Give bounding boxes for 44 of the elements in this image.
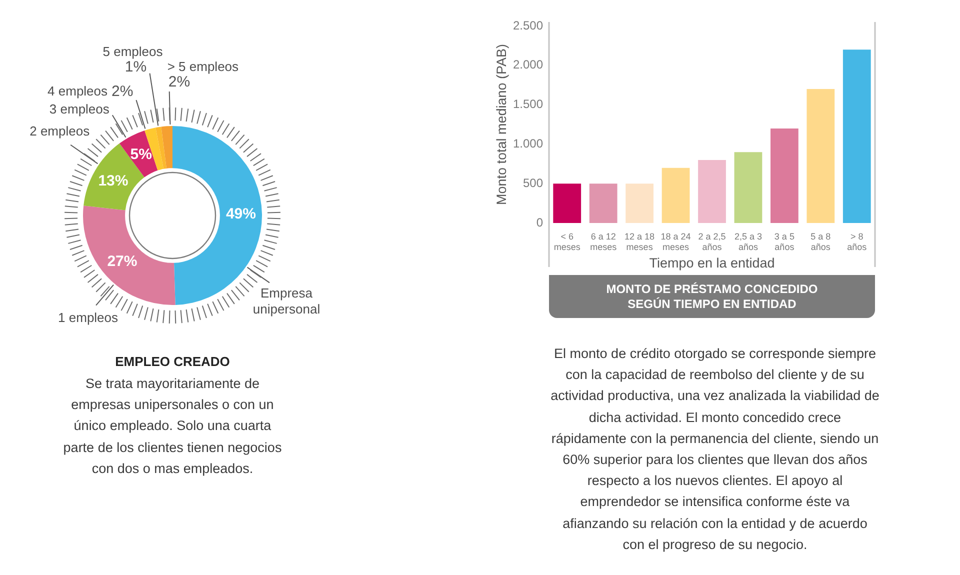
slice-label: 3 empleos [49, 102, 110, 117]
x-tick-label: > 8 años [847, 232, 868, 252]
data-label: 5% [130, 146, 152, 163]
slice-label: 1 empleos [58, 310, 119, 325]
text: MONTO DE PRÉSTAMO CONCEDIDO SEGÚN TIEMPO EN ENTIDAD [605, 282, 819, 312]
bar [553, 184, 582, 223]
slice-label: Empresa unipersonal [252, 285, 320, 316]
data-label: 2% [168, 74, 190, 91]
x-tick-label: 5 a 8 años [810, 232, 831, 252]
x-tick-label: 18 a 24 meses [660, 232, 691, 252]
y-tick-label: 2.500 [512, 18, 544, 32]
slice-label: 5 empleos [102, 44, 164, 59]
text: Se trata mayoritariamente de empresas unipersonales o con un único empleado. Solo una cuarta parte de los clientes tienen negocios con dos o mas empleados. [62, 375, 283, 478]
y-tick-label: 1.500 [512, 97, 544, 112]
text: El monto de crédito otorgado se corresponde siempre con la capacidad de reembolso del cliente y de su actividad productiva, una vez analizada la viabilidad de dicha actividad. El monto concedido crece rápidamente con la permanencia del cliente, siendo un 60% superior para los clientes que llevan dos años respecto a los nuevos clientes. El apoyo al emprendedor se intensifica conforme éste va afianzando su relación con la entidad y de acuerdo con el progreso de su negocio. [550, 346, 880, 552]
y-axis-title: Monto total mediano (PAB) [494, 44, 509, 206]
y-tick-label: 1.000 [512, 136, 544, 151]
x-tick-label: < 6 meses [554, 232, 581, 252]
bar [662, 168, 690, 223]
x-tick-label: 2 a 2,5 años [698, 232, 726, 252]
bar [698, 160, 726, 223]
data-label: 49% [226, 206, 256, 223]
x-tick-label: 2,5 a 3 años [734, 232, 762, 252]
text: EMPLEO CREADO [114, 353, 231, 371]
x-tick-label: 6 a 12 meses [590, 232, 618, 252]
y-tick-label: 500 [522, 176, 544, 190]
data-label: 1% [124, 58, 147, 76]
y-tick-label: 0 [536, 215, 544, 230]
bar [626, 184, 654, 223]
x-axis-title: Tiempo en la entidad [649, 256, 775, 271]
x-tick-label: 3 a 5 años [774, 232, 795, 252]
y-tick-label: 2.000 [512, 58, 544, 72]
slice-label: 2 empleos [30, 123, 90, 138]
bar [734, 152, 762, 223]
bar [589, 184, 618, 223]
bar [770, 128, 798, 223]
data-label: 27% [107, 253, 138, 270]
x-tick-label: 12 a 18 meses [624, 232, 655, 252]
slice-label: > 5 empleos [167, 59, 240, 74]
bar [842, 50, 871, 223]
slice-label: 4 empleos [48, 84, 108, 99]
bar [806, 89, 835, 223]
data-label: 2% [112, 83, 134, 100]
data-label: 13% [98, 172, 128, 190]
